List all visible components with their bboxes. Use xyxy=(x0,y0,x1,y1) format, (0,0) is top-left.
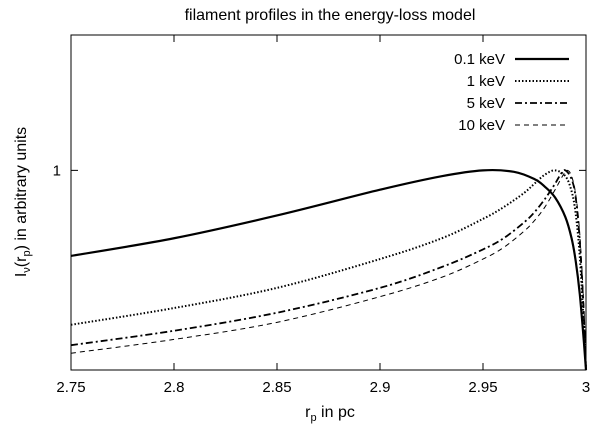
series-line-dotted xyxy=(70,169,587,371)
chart-title: filament profiles in the energy-loss mod… xyxy=(185,7,476,24)
legend-label: 10 keV xyxy=(458,117,505,134)
x-tick-label: 3 xyxy=(582,379,590,396)
legend: 0.1 keV 1 keV 5 keV 10 keV xyxy=(454,51,569,134)
legend-label: 0.1 keV xyxy=(454,51,505,68)
x-tick-label: 2.85 xyxy=(262,379,291,396)
x-tick-label: 2.75 xyxy=(56,379,85,396)
plot-frame xyxy=(70,34,587,371)
series-layer xyxy=(70,168,588,371)
legend-label: 5 keV xyxy=(467,95,505,112)
x-tick-label: 2.95 xyxy=(468,379,497,396)
x-axis-label: rp in pc xyxy=(305,404,355,424)
y-tick-label: 1 xyxy=(53,162,61,179)
x-tick-label: 2.9 xyxy=(370,379,391,396)
series-line-dashdot xyxy=(70,169,587,371)
series-line-solid xyxy=(70,168,588,371)
series-line-dashed xyxy=(70,169,587,371)
legend-label: 1 keV xyxy=(467,73,505,90)
y-axis-label: Iν(rp) in arbitrary units xyxy=(13,127,33,277)
y-axis: 1 xyxy=(53,162,586,179)
x-tick-label: 2.8 xyxy=(164,379,185,396)
x-axis: 2.75 2.8 2.85 2.9 2.95 3 xyxy=(56,35,590,396)
